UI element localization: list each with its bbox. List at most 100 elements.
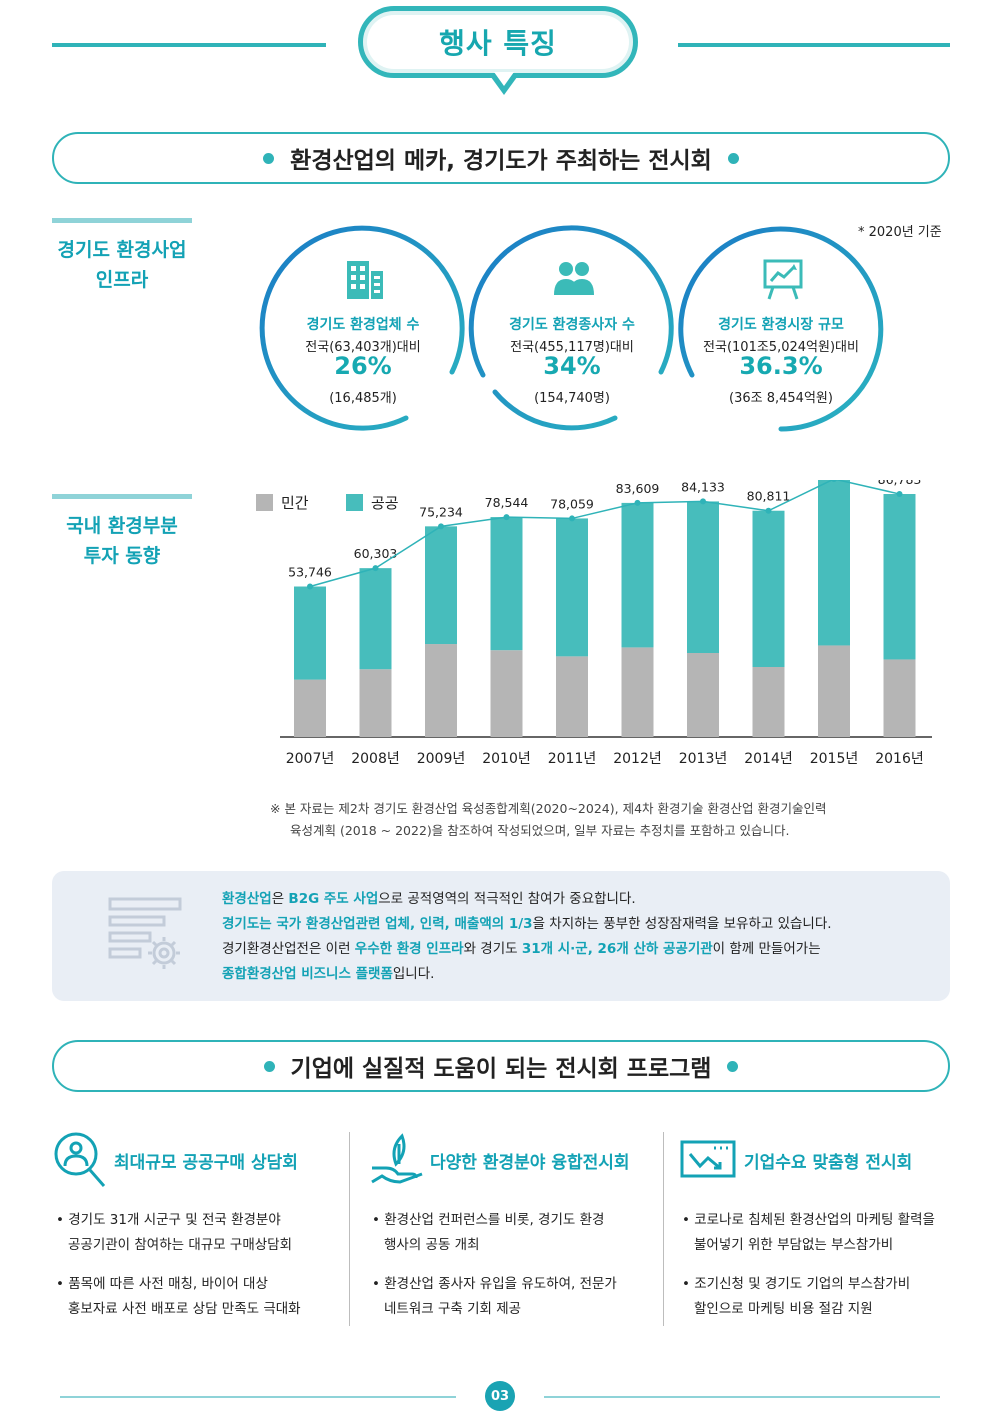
total-point: [372, 565, 379, 572]
bullet-line: 홍보자료 사전 배포로 상담 만족도 극대화: [68, 1301, 301, 1317]
bar-public: [752, 510, 785, 667]
x-tick-label: 2012년: [613, 751, 662, 767]
trend-monitor-icon: [680, 1140, 736, 1178]
info-line2: 경기도는 국가 환경산업관련 업체, 인력, 매출액의 1/3을 차지하는 풍부…: [222, 912, 832, 937]
header-badge: 행사 특징: [358, 6, 638, 78]
total-point: [831, 480, 837, 482]
stat-circle-market: 경기도 환경시장 규모 전국(101조5,024억원)대비 36.3% (36조…: [674, 222, 888, 436]
data-label: 75,234: [419, 504, 463, 519]
stat-title: 경기도 환경업체 수: [306, 317, 420, 333]
infra-label: 경기도 환경사업 인프라: [52, 218, 192, 295]
x-tick-label: 2009년: [417, 751, 466, 767]
bar-private: [752, 667, 785, 737]
bullet-line: 할인으로 마케팅 비용 절감 지원: [694, 1301, 873, 1317]
bar-public: [294, 586, 326, 680]
x-tick-label: 2010년: [482, 751, 531, 767]
circle-ring: [678, 226, 884, 432]
info-text-span: 와 경기도: [463, 941, 522, 957]
column-divider: [663, 1132, 664, 1326]
bullet-line: • 환경산업 종사자 유입을 유도하여, 전문가: [372, 1276, 617, 1292]
bullet-line: • 품목에 따른 사전 매칭, 바이어 대상: [56, 1276, 268, 1292]
stat-sub: 전국(101조5,024억원)대비: [703, 340, 859, 355]
bar-private: [883, 659, 916, 737]
bar-public: [687, 501, 719, 653]
label-bar: [52, 494, 192, 499]
data-label: 83,609: [616, 481, 660, 496]
people-icon: [554, 262, 594, 295]
total-point: [896, 491, 903, 498]
bar-public: [883, 494, 916, 660]
bullet-line: • 환경산업 컨퍼런스를 비롯, 경기도 환경: [372, 1212, 605, 1228]
info-highlight: 종합환경산업 비즈니스 플랫폼: [222, 966, 393, 982]
bar-public: [556, 518, 588, 657]
info-highlight: 31개 시·군, 26개 산하 공공기관: [521, 941, 713, 957]
investment-chart: 53,746 2007년 60,303 2008년 75,234 2009년 78,544 2…: [280, 480, 932, 767]
bar-public: [621, 502, 654, 648]
infra-label-line1: 경기도 환경사업: [57, 239, 187, 261]
section2-heading: 기업에 실질적 도움이 되는 전시회 프로그램: [52, 1040, 950, 1092]
bullet-line: 행사의 공동 개최: [384, 1237, 480, 1253]
bullet-dot: [263, 152, 275, 164]
footnote-line1: ※ 본 자료는 제2차 경기도 환경산업 육성종합계획(2020~2024), …: [270, 801, 827, 816]
stat-percent: 26%: [334, 352, 392, 380]
bar-public: [425, 526, 457, 645]
header-badge-tail-inner: [494, 72, 514, 86]
investment-label: 국내 환경부분 투자 동향: [52, 494, 192, 571]
plant-hand-icon: [371, 1133, 423, 1184]
data-label: 78,544: [485, 495, 529, 510]
info-line4: 종합환경산업 비즈니스 플랫폼입니다.: [222, 962, 832, 987]
bar-private: [425, 644, 457, 737]
total-point: [503, 514, 510, 521]
stat-percent: 36.3%: [739, 352, 823, 380]
data-label: 78,059: [550, 496, 594, 511]
legend-public: 공공: [346, 492, 399, 513]
legend-swatch-private: [256, 494, 273, 511]
total-point: [765, 507, 772, 514]
program-bullet: • 조기신청 및 경기도 기업의 부스참가비 할인으로 마케팅 비용 절감 지원: [682, 1272, 910, 1322]
info-text-span: 입니다.: [392, 966, 435, 982]
document-gear-icon: [108, 897, 182, 969]
chart-board-icon: [763, 259, 803, 300]
bullet-line: • 코로나로 침체된 환경산업의 마케팅 활력을: [682, 1212, 935, 1228]
bullet-line: • 조기신청 및 경기도 기업의 부스참가비: [682, 1276, 911, 1292]
bullet-dot: [727, 1060, 739, 1072]
investment-label-line2: 투자 동향: [83, 545, 161, 567]
data-label: 86,783: [878, 480, 922, 487]
circle-ring: [259, 225, 465, 431]
info-highlight: 환경산업: [222, 891, 272, 907]
data-label: 53,746: [288, 565, 332, 580]
section1-heading: 환경산업의 메카, 경기도가 주최하는 전시회: [52, 132, 950, 184]
data-label: 80,811: [747, 489, 791, 504]
stat-circle-companies: 경기도 환경업체 수 전국(63,403개)대비 26% (16,485개): [256, 222, 470, 436]
section2-title: 기업에 실질적 도움이 되는 전시회 프로그램: [290, 1056, 712, 1082]
legend-label-public: 공공: [371, 494, 399, 512]
program-bullet: • 환경산업 컨퍼런스를 비롯, 경기도 환경 행사의 공동 개최: [372, 1208, 604, 1258]
program-title: 다양한 환경분야 융합전시회: [430, 1153, 630, 1173]
bar-private: [687, 653, 719, 737]
stat-percent: 34%: [543, 352, 601, 380]
header-line-right: [678, 43, 950, 47]
bullet-line: 공공기관이 참여하는 대규모 구매상담회: [68, 1237, 293, 1253]
bar-private: [359, 669, 392, 737]
info-highlight: 경기도는 국가 환경산업관련 업체, 인력, 매출액의 1/3: [222, 916, 533, 932]
info-line3: 경기환경산업전은 이런 우수한 환경 인프라와 경기도 31개 시·군, 26개…: [222, 937, 832, 962]
x-tick-label: 2013년: [679, 751, 728, 767]
program-title: 기업수요 맞춤형 전시회: [744, 1153, 913, 1173]
base-year-note: * 2020년 기준: [858, 225, 942, 240]
bullet-line: 불어넣기 위한 부담없는 부스참가비: [694, 1237, 894, 1253]
bar-private: [490, 650, 523, 737]
inspector-person-icon: [54, 1132, 106, 1187]
bar-public: [490, 517, 523, 651]
infra-label-line2: 인프라: [95, 269, 149, 291]
total-line: [309, 480, 900, 588]
info-highlight: B2G 주도 사업: [288, 891, 379, 907]
program-bullet: • 코로나로 침체된 환경산업의 마케팅 활력을 불어넣기 위한 부담없는 부스…: [682, 1208, 935, 1258]
legend-private: 민간: [256, 492, 309, 513]
info-box: 환경산업은 B2G 주도 사업으로 공적영역의 적극적인 참여가 중요합니다. …: [52, 871, 950, 1001]
footer-line-left: [60, 1396, 456, 1398]
stat-sub: 전국(455,117명)대비: [510, 340, 634, 355]
legend-label-private: 민간: [281, 494, 309, 512]
info-highlight: 우수한 환경 인프라: [354, 941, 464, 957]
total-point: [438, 523, 444, 530]
stat-value: (36조 8,454억원): [729, 391, 833, 406]
